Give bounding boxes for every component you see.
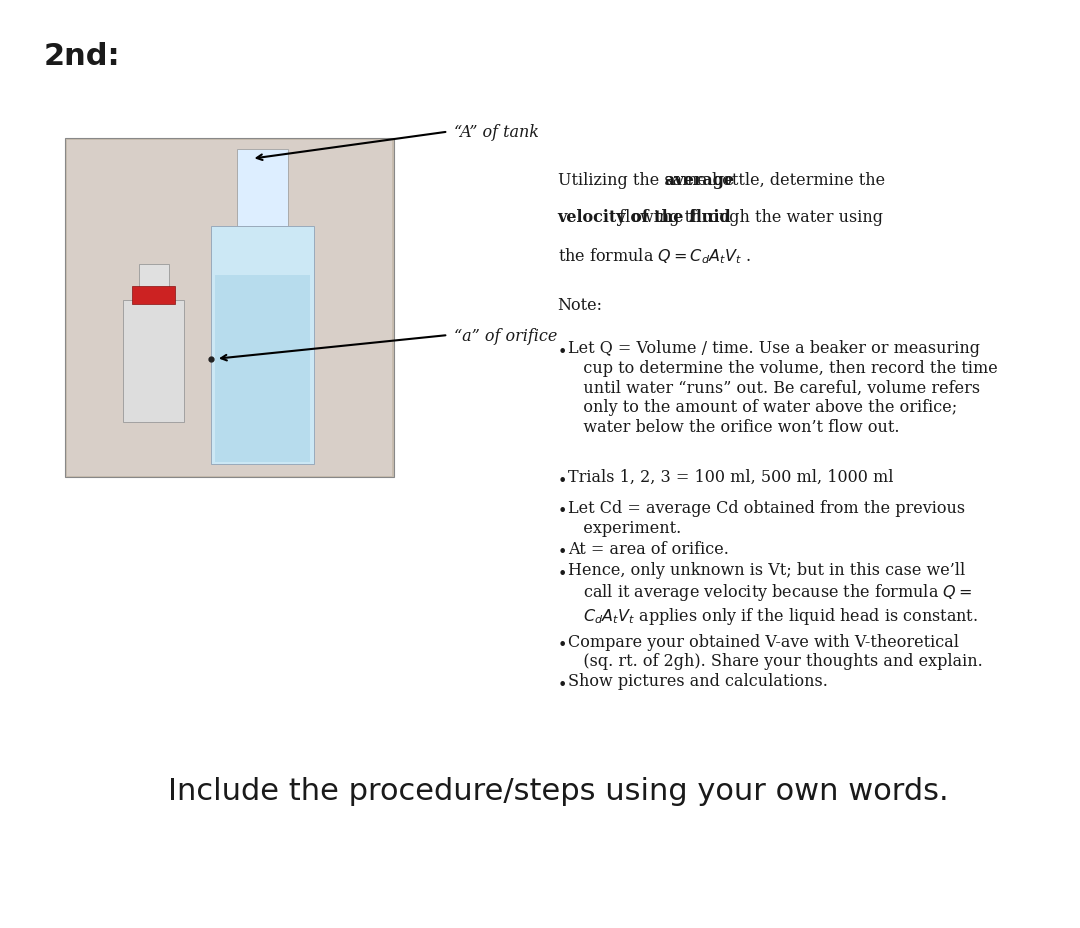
Text: Include the procedure/steps using your own words.: Include the procedure/steps using your o… [168,776,949,805]
Text: •: • [557,676,567,693]
Text: “A” of tank: “A” of tank [454,124,539,141]
Text: •: • [557,544,567,561]
Bar [237,149,288,241]
Text: Show pictures and calculations.: Show pictures and calculations. [568,672,827,690]
Bar [132,287,175,305]
Bar [123,301,184,422]
Text: Utilizing the same bottle, determine the: Utilizing the same bottle, determine the [557,172,890,189]
Text: Let Cd = average Cd obtained from the previous
   experiment.: Let Cd = average Cd obtained from the pr… [568,499,964,536]
Text: flowing through the water using: flowing through the water using [615,209,883,226]
Bar [138,264,168,301]
Text: •: • [557,472,567,489]
Bar [215,276,310,462]
Text: •: • [557,343,567,361]
Text: Let Q = Volume / time. Use a beaker or measuring
   cup to determine the volume,: Let Q = Volume / time. Use a beaker or m… [568,340,998,435]
Text: average: average [665,172,734,189]
Text: Trials 1, 2, 3 = 100 ml, 500 ml, 1000 ml: Trials 1, 2, 3 = 100 ml, 500 ml, 1000 ml [568,469,893,485]
Bar [67,141,392,476]
Text: velocity of the fluid: velocity of the fluid [557,209,731,226]
Text: Note:: Note: [557,297,603,314]
Text: •: • [557,503,567,520]
Text: the formula $Q = C_dA_tV_t$ .: the formula $Q = C_dA_tV_t$ . [557,247,751,266]
Text: “a” of orifice: “a” of orifice [454,328,557,344]
Text: Hence, only unknown is Vt; but in this case we’ll
   call it average velocity be: Hence, only unknown is Vt; but in this c… [568,561,977,626]
Text: At = area of orifice.: At = area of orifice. [568,540,729,557]
Text: 2nd:: 2nd: [43,42,120,71]
Text: •: • [557,637,567,653]
Text: Compare your obtained V-ave with V-theoretical
   (sq. rt. of 2gh). Share your t: Compare your obtained V-ave with V-theor… [568,633,983,669]
Text: •: • [557,565,567,582]
Bar [65,139,394,478]
Bar [211,226,314,464]
